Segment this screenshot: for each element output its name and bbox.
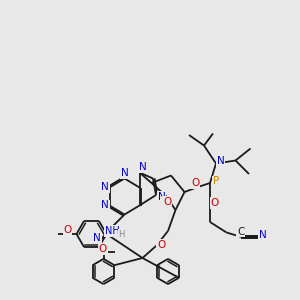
Text: O: O [99,244,107,254]
Text: NH: NH [105,226,120,236]
Text: O: O [210,198,219,208]
Text: N: N [101,200,109,211]
Text: N: N [217,156,224,166]
Text: O: O [63,225,72,235]
Text: C: C [237,226,244,237]
Text: N: N [101,182,109,193]
Text: N: N [139,162,146,172]
Text: P: P [213,176,219,187]
Text: H: H [118,230,125,239]
Text: N: N [158,191,165,202]
Text: N: N [121,168,128,178]
Text: N: N [259,230,267,240]
Text: N: N [93,232,101,243]
Text: O: O [157,239,166,250]
Text: O: O [191,178,199,188]
Text: O: O [163,197,172,207]
